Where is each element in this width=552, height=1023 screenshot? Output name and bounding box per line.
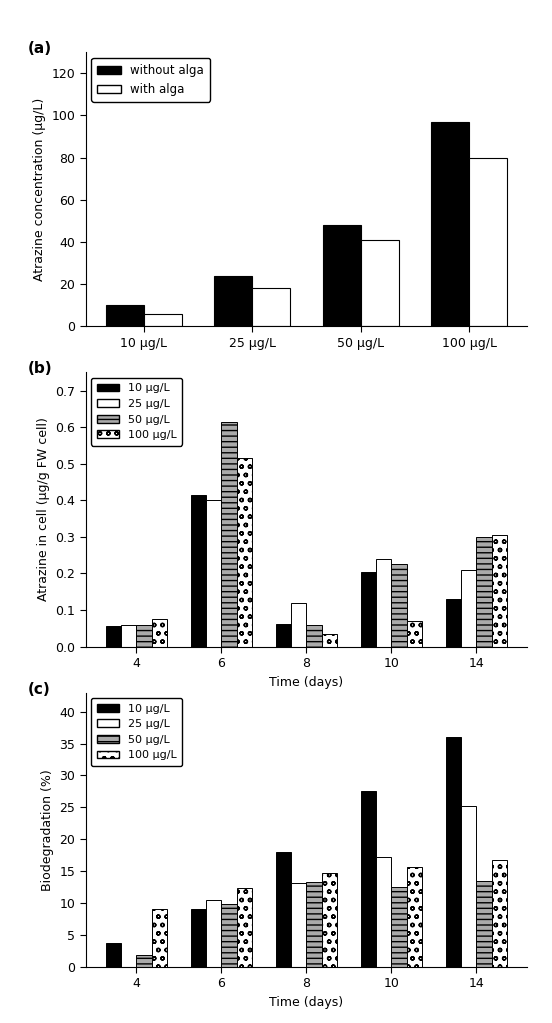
Text: (a): (a) (28, 41, 52, 56)
Bar (476, 881, 492, 967)
Bar (376, 559, 391, 647)
Bar (461, 806, 476, 967)
Bar (476, 537, 492, 647)
Bar (322, 633, 337, 647)
Bar (105, 305, 144, 326)
Bar (291, 603, 306, 647)
Bar (361, 792, 376, 967)
Bar (105, 942, 121, 967)
Bar (407, 866, 422, 967)
Bar (492, 535, 507, 647)
Bar (276, 624, 291, 647)
Bar (431, 122, 469, 326)
Bar (144, 314, 182, 326)
Bar (152, 619, 167, 647)
Bar (206, 500, 221, 647)
Bar (306, 882, 322, 967)
Bar (360, 239, 399, 326)
Bar (446, 599, 461, 647)
Text: (c): (c) (28, 681, 51, 697)
Bar (136, 625, 152, 647)
Bar (237, 458, 252, 647)
Bar (206, 900, 221, 967)
X-axis label: Time (days): Time (days) (269, 995, 343, 1009)
Bar (214, 276, 252, 326)
Bar (391, 565, 407, 647)
Legend: without alga, with alga: without alga, with alga (92, 58, 210, 101)
Bar (105, 626, 121, 647)
Y-axis label: Biodegradation (%): Biodegradation (%) (41, 768, 54, 891)
Bar (407, 621, 422, 647)
Legend: 10 μg/L, 25 μg/L, 50 μg/L, 100 μg/L: 10 μg/L, 25 μg/L, 50 μg/L, 100 μg/L (91, 698, 182, 766)
Bar (361, 572, 376, 647)
Bar (121, 625, 136, 647)
Bar (391, 887, 407, 967)
Bar (322, 873, 337, 967)
Bar (461, 570, 476, 647)
Bar (190, 495, 206, 647)
Bar (306, 625, 322, 647)
Bar (221, 904, 237, 967)
Bar (237, 888, 252, 967)
Bar (221, 421, 237, 647)
Bar (469, 158, 507, 326)
Y-axis label: Atrazine concentration (μg/L): Atrazine concentration (μg/L) (33, 97, 46, 281)
Bar (152, 909, 167, 967)
X-axis label: Time (days): Time (days) (269, 675, 343, 688)
Bar (190, 909, 206, 967)
Text: (b): (b) (28, 361, 53, 376)
Bar (252, 288, 290, 326)
Bar (322, 225, 360, 326)
Bar (446, 738, 461, 967)
Y-axis label: Atrazine in cell (μg/g FW cell): Atrazine in cell (μg/g FW cell) (36, 417, 50, 602)
Bar (276, 852, 291, 967)
Bar (492, 860, 507, 967)
Bar (291, 883, 306, 967)
Legend: 10 μg/L, 25 μg/L, 50 μg/L, 100 μg/L: 10 μg/L, 25 μg/L, 50 μg/L, 100 μg/L (91, 377, 182, 446)
Bar (376, 857, 391, 967)
Bar (136, 955, 152, 967)
